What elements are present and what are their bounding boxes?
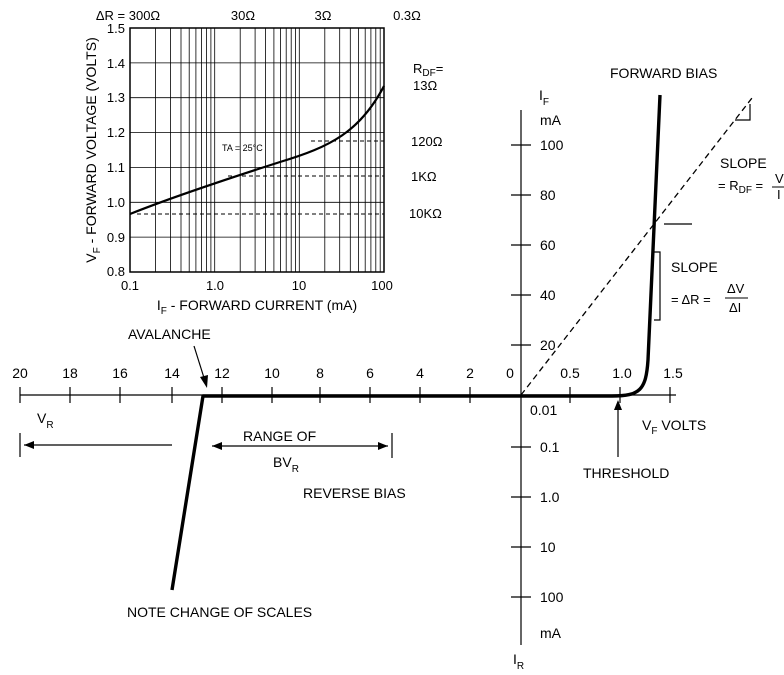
reverse-bias-label: REVERSE BIAS bbox=[303, 485, 406, 501]
inset-dashed-refs bbox=[137, 140, 384, 215]
forward-current-ticks bbox=[511, 144, 531, 346]
inset-rdf-value: 120Ω bbox=[411, 134, 443, 149]
threshold-label: THRESHOLD bbox=[583, 465, 669, 481]
ir-tick-labels: 0.01 0.1 1.0 10 100 bbox=[530, 402, 564, 605]
rdf-slope-line bbox=[520, 97, 753, 396]
vf-volts-label: VF VOLTS bbox=[642, 417, 706, 437]
inset-frame bbox=[129, 27, 385, 273]
if-tick-label: 80 bbox=[540, 187, 556, 203]
inset-chart: 1.5 1.4 1.3 1.2 1.1 1.0 0.9 0.8 0.1 1.0 … bbox=[83, 8, 443, 317]
inset-top-label: 3Ω bbox=[315, 8, 332, 23]
if-tick-labels: 100 80 60 40 20 bbox=[540, 137, 564, 353]
vf-tick-label: 0.5 bbox=[560, 365, 580, 381]
slope-dr-title: SLOPE bbox=[671, 259, 718, 275]
note-scales-label: NOTE CHANGE OF SCALES bbox=[127, 604, 312, 620]
avalanche-label: AVALANCHE bbox=[128, 326, 211, 342]
inset-rdf-value: 1KΩ bbox=[411, 169, 437, 184]
if-tick-label: 60 bbox=[540, 237, 556, 253]
main-diagram: 20 18 16 14 12 10 8 6 4 2 0 0.5 1.0 1.5 … bbox=[12, 65, 784, 672]
reverse-tick-label: 8 bbox=[316, 365, 324, 381]
slope-bracket bbox=[654, 251, 661, 321]
reverse-tick-label: 10 bbox=[264, 365, 280, 381]
inset-x-tick: 10 bbox=[292, 278, 306, 293]
inset-top-labels: ΔR = 300Ω 30Ω 3Ω 0.3Ω bbox=[96, 8, 421, 23]
inset-y-tick: 1.0 bbox=[107, 195, 125, 210]
if-tick-label: 40 bbox=[540, 287, 556, 303]
inset-y-tick: 0.8 bbox=[107, 264, 125, 279]
vf-tick-label: 1.0 bbox=[612, 365, 632, 381]
slope-rdf-title: SLOPE bbox=[720, 155, 767, 171]
inset-y-tick: 1.5 bbox=[107, 21, 125, 36]
inset-x-ticks: 0.1 1.0 10 100 bbox=[121, 278, 393, 293]
diode-characteristic-curve bbox=[170, 94, 662, 591]
reverse-tick-label: 12 bbox=[214, 365, 230, 381]
inset-y-ticks: 1.5 1.4 1.3 1.2 1.1 1.0 0.9 0.8 bbox=[107, 21, 125, 279]
avalanche-arrow bbox=[193, 345, 206, 382]
forward-bias-label: FORWARD BIAS bbox=[610, 65, 717, 81]
inset-x-tick: 1.0 bbox=[206, 278, 224, 293]
inset-forward-curve bbox=[129, 85, 385, 216]
vf-tick-label: 1.5 bbox=[663, 365, 683, 381]
inset-hgrid bbox=[130, 62, 384, 238]
slope-rdf-numerator: V bbox=[775, 171, 784, 186]
slope-dr-numerator: ΔV bbox=[727, 281, 745, 296]
inset-vgrid bbox=[155, 28, 381, 272]
slope-dr-equation: = ΔR = bbox=[671, 292, 711, 307]
inset-top-label: 30Ω bbox=[231, 8, 255, 23]
inset-y-axis-label: VF - FORWARD VOLTAGE (VOLTS) bbox=[83, 37, 103, 262]
inset-x-tick: 100 bbox=[371, 278, 393, 293]
inset-y-tick: 1.1 bbox=[107, 160, 125, 175]
bvr-label: BVR bbox=[273, 454, 299, 475]
reverse-current-ticks bbox=[511, 446, 531, 598]
if-unit-label: mA bbox=[540, 112, 562, 128]
reverse-tick-label: 18 bbox=[62, 365, 78, 381]
if-tick-label: 100 bbox=[540, 137, 564, 153]
inset-rdf-label: RDF= bbox=[413, 61, 443, 79]
reverse-tick-label: 2 bbox=[466, 365, 474, 381]
if-axis-label: IF bbox=[539, 87, 549, 108]
slope-rdf-denominator: I bbox=[777, 187, 781, 202]
vr-label: VR bbox=[37, 410, 54, 431]
slope-triangle bbox=[735, 104, 751, 121]
reverse-tick-labels: 20 18 16 14 12 10 8 6 4 2 0 bbox=[12, 365, 514, 381]
inset-top-label: ΔR = 300Ω bbox=[96, 8, 161, 23]
reverse-tick-label: 20 bbox=[12, 365, 28, 381]
inset-y-tick: 1.2 bbox=[107, 125, 125, 140]
threshold-arrowhead bbox=[614, 400, 622, 410]
inset-y-tick: 1.3 bbox=[107, 90, 125, 105]
inset-x-axis-label: IF - FORWARD CURRENT (mA) bbox=[157, 297, 357, 317]
reverse-tick-label: 16 bbox=[112, 365, 128, 381]
if-tick-label: 20 bbox=[540, 337, 556, 353]
avalanche-arrowhead bbox=[200, 375, 208, 388]
range-arrowhead-right bbox=[378, 442, 388, 450]
inset-top-label: 0.3Ω bbox=[393, 8, 421, 23]
inset-x-tick: 0.1 bbox=[121, 278, 139, 293]
reverse-tick-label: 6 bbox=[366, 365, 374, 381]
slope-dr-denominator: ΔI bbox=[729, 300, 741, 315]
slope-rdf-equation: = RDF = bbox=[718, 178, 763, 196]
inset-ta-label: TA = 25°C bbox=[222, 143, 263, 153]
vr-arrowhead bbox=[24, 441, 34, 449]
ir-tick-label: 0.1 bbox=[540, 439, 560, 455]
reverse-tick-label: 4 bbox=[416, 365, 424, 381]
ir-axis-label: IR bbox=[513, 651, 524, 672]
inset-y-tick: 0.9 bbox=[107, 230, 125, 245]
inset-rdf-value: 10KΩ bbox=[409, 206, 442, 221]
ir-tick-label: 1.0 bbox=[540, 489, 560, 505]
ir-unit-label: mA bbox=[540, 625, 562, 641]
range-arrowhead-left bbox=[212, 442, 222, 450]
inset-y-tick: 1.4 bbox=[107, 56, 125, 71]
vf-tick-labels: 0.5 1.0 1.5 bbox=[560, 365, 683, 381]
ir-tick-label: 10 bbox=[540, 539, 556, 555]
reverse-tick-label: 14 bbox=[164, 365, 180, 381]
inset-rdf-value: 13Ω bbox=[413, 78, 437, 93]
reverse-tick-label: 0 bbox=[506, 365, 514, 381]
range-of-label: RANGE OF bbox=[243, 428, 316, 444]
ir-tick-label: 0.01 bbox=[530, 402, 557, 418]
ir-tick-label: 100 bbox=[540, 589, 564, 605]
